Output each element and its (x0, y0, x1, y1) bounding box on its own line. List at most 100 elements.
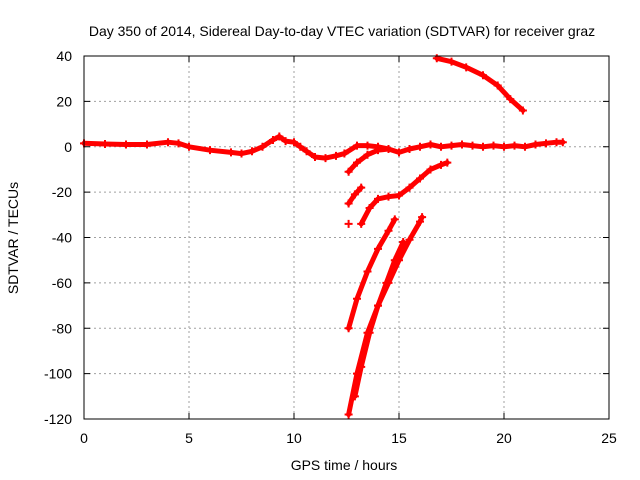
x-axis: 0 5 10 15 20 25 (80, 56, 617, 446)
series-arc-low-b (357, 158, 452, 228)
data-point (206, 146, 214, 155)
chart-title: Day 350 of 2014, Sidereal Day-to-day VTE… (89, 23, 595, 39)
data-point (521, 142, 529, 151)
data-point (363, 267, 372, 276)
data-point (365, 204, 374, 213)
data-point (384, 145, 393, 154)
data-point (384, 192, 393, 201)
x-tick-label: 25 (601, 430, 617, 446)
data-point (416, 217, 424, 226)
data-point (418, 213, 427, 222)
data-point (479, 142, 487, 151)
data-point (405, 145, 414, 154)
y-tick-label: -100 (44, 366, 72, 382)
data-point (143, 140, 151, 149)
series-arc-low-a (344, 145, 393, 176)
data-point (395, 148, 403, 157)
data-point (447, 141, 456, 150)
x-tick-label: 0 (80, 430, 88, 446)
data-point (395, 191, 403, 200)
data-point (340, 149, 349, 158)
series-arc-stub (344, 183, 366, 208)
data-point (269, 135, 277, 144)
data-point (321, 154, 330, 163)
data-point (510, 141, 519, 150)
series-steep-c (350, 238, 408, 401)
data-point (344, 167, 353, 176)
data-point (416, 142, 424, 151)
data-point (164, 138, 172, 147)
data-point (506, 95, 515, 104)
data-point (384, 226, 393, 235)
data-point (122, 140, 130, 149)
data-point (353, 294, 361, 303)
data-point (518, 106, 527, 115)
y-tick-label: 40 (56, 48, 72, 64)
series-main-band (80, 132, 567, 163)
y-axis: -120 -100 -80 -60 -40 -20 0 20 40 (44, 48, 609, 427)
data-point (399, 238, 408, 247)
data-point (426, 140, 435, 149)
y-tick-label: -80 (52, 320, 72, 336)
data-point (353, 158, 361, 167)
data-point (227, 148, 235, 157)
data-point (185, 142, 193, 151)
data-point (390, 256, 399, 265)
data-points (80, 54, 567, 419)
data-point (350, 392, 359, 401)
series-steep-a (344, 215, 399, 333)
data-point (437, 142, 445, 151)
data-point (458, 140, 466, 149)
data-point (344, 219, 353, 228)
data-point (363, 141, 372, 150)
x-tick-label: 20 (496, 430, 512, 446)
data-point (416, 174, 424, 183)
data-point (447, 57, 456, 66)
data-point (248, 147, 256, 156)
x-axis-label: GPS time / hours (291, 457, 398, 473)
data-point (344, 410, 353, 419)
data-point (405, 235, 414, 244)
data-point (332, 151, 340, 160)
x-tick-label: 10 (286, 430, 302, 446)
data-point (479, 71, 487, 80)
data-point (281, 137, 290, 146)
data-point (357, 183, 366, 192)
data-point (344, 199, 353, 208)
y-tick-label: -20 (52, 184, 72, 200)
data-point (357, 219, 366, 228)
data-point (558, 138, 567, 147)
data-point (426, 165, 435, 174)
data-point (493, 81, 502, 90)
y-tick-label: -40 (52, 230, 72, 246)
y-axis-label: SDTVAR / TECUs (5, 182, 21, 294)
data-point (174, 139, 183, 148)
series-trace (81, 134, 566, 161)
data-point (311, 152, 319, 161)
y-tick-label: 20 (56, 93, 72, 109)
grid (84, 56, 609, 419)
data-point (542, 139, 550, 148)
data-point (462, 63, 471, 72)
series-arc-upper (432, 54, 527, 115)
data-point (350, 190, 359, 199)
y-tick-label: 0 (64, 139, 72, 155)
data-point (405, 183, 414, 192)
data-point (290, 138, 298, 147)
data-point (374, 244, 382, 253)
data-point (374, 194, 382, 203)
data-point (365, 328, 374, 337)
data-point (437, 160, 445, 169)
data-point (302, 147, 311, 156)
data-point (296, 142, 305, 151)
data-point (374, 301, 382, 310)
data-point (500, 142, 508, 151)
data-point (237, 149, 246, 158)
data-point (489, 141, 498, 150)
data-point (344, 324, 353, 333)
series-dot-isolated (344, 219, 353, 228)
x-tick-label: 5 (185, 430, 193, 446)
data-point (357, 362, 366, 371)
series-trace (346, 216, 398, 331)
